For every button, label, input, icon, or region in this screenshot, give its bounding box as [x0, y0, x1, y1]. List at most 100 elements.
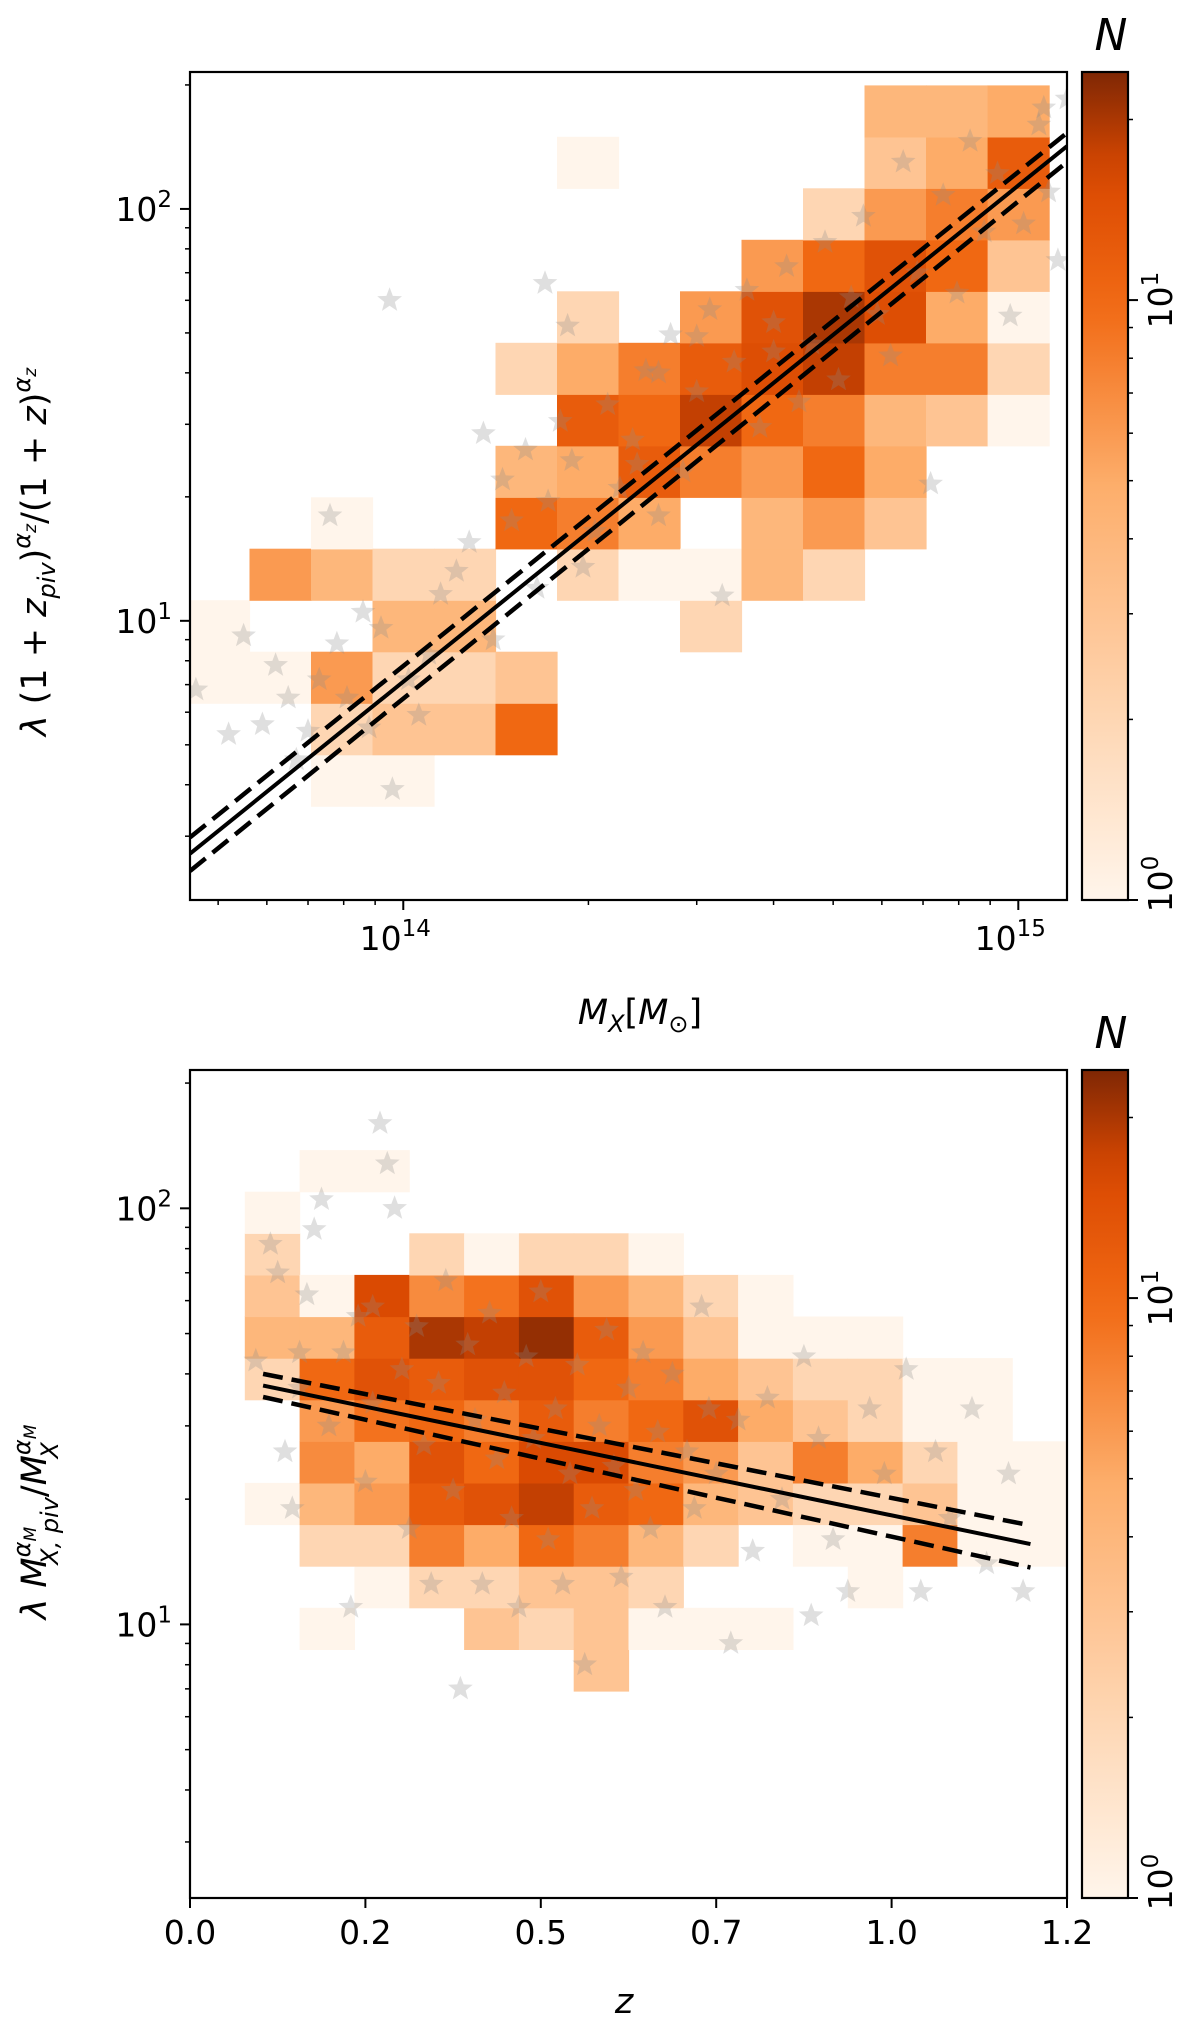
- star-marker: [959, 1395, 985, 1420]
- star-marker: [1054, 85, 1067, 110]
- heatmap-cell: [495, 445, 558, 498]
- star-marker: [316, 1412, 342, 1437]
- heatmap-cell: [738, 1358, 794, 1401]
- star-marker: [681, 1495, 707, 1519]
- heatmap-cell: [518, 1566, 575, 1609]
- heatmap-cell: [311, 754, 374, 807]
- star-marker: [684, 378, 710, 403]
- star-marker: [272, 1438, 298, 1463]
- star-marker: [295, 718, 321, 742]
- star-marker: [294, 1281, 320, 1306]
- star-marker: [616, 1375, 641, 1399]
- star-marker: [761, 338, 786, 363]
- star-marker: [944, 280, 970, 304]
- star-marker: [491, 1379, 517, 1404]
- star-marker: [857, 1395, 883, 1420]
- star-marker: [684, 323, 710, 348]
- star-marker: [689, 1293, 714, 1318]
- star-marker: [974, 1550, 999, 1575]
- heatmap-cell: [628, 1233, 684, 1276]
- star-marker: [380, 776, 405, 800]
- star-marker: [721, 349, 747, 373]
- heatmap-cell: [249, 548, 312, 601]
- star-marker: [455, 1331, 481, 1356]
- heatmap-cell: [864, 342, 927, 395]
- star-marker: [608, 1564, 634, 1588]
- heatmap-cell: [573, 1524, 630, 1567]
- heatmap-cell: [518, 1316, 575, 1359]
- heatmap-cell: [372, 600, 435, 653]
- heatmap-cell: [495, 342, 558, 395]
- x-axis-label: z: [614, 1982, 634, 2021]
- heatmap-cell: [573, 1482, 630, 1526]
- heatmap-cell: [573, 1649, 630, 1692]
- star-marker: [543, 1395, 568, 1420]
- star-marker: [404, 1313, 429, 1338]
- star-marker: [521, 1425, 546, 1449]
- heatmap-cell: [434, 548, 497, 601]
- star-marker: [440, 1477, 466, 1501]
- star-marker: [324, 630, 350, 655]
- star-marker: [471, 420, 496, 445]
- star-marker: [582, 518, 608, 542]
- heatmap-cell: [299, 1274, 355, 1318]
- heatmap-cell: [864, 85, 927, 138]
- y-axis-label: λ (1 + zpiv)αz/(1 + z)αz: [8, 367, 61, 738]
- heatmap-cell: [557, 497, 620, 550]
- star-marker: [930, 182, 956, 206]
- heatmap-cell: [618, 497, 681, 550]
- star-marker: [957, 128, 983, 152]
- heatmap-cell: [926, 342, 989, 395]
- star-marker: [638, 1515, 663, 1540]
- heatmap-cell: [464, 1566, 520, 1609]
- heatmap-cell: [683, 1274, 739, 1318]
- heatmap-cell: [464, 1524, 520, 1567]
- star-marker: [250, 711, 275, 736]
- heatmap-cell: [803, 188, 866, 241]
- heatmap-cell: [628, 1566, 684, 1609]
- heatmap-cell: [803, 239, 866, 292]
- star-marker: [367, 1110, 393, 1134]
- star-marker: [499, 507, 524, 532]
- heatmap-cell: [299, 1441, 355, 1484]
- colorbar-label: N: [1095, 10, 1128, 61]
- heatmap-cell: [311, 651, 374, 704]
- star-marker: [646, 502, 671, 527]
- heatmap-cell: [683, 1482, 739, 1526]
- heatmap-cell: [518, 1607, 575, 1650]
- star-marker: [718, 1630, 744, 1654]
- heatmap-cell: [792, 1399, 849, 1442]
- heatmap-cell: [803, 394, 866, 447]
- heatmap-cell: [987, 239, 1050, 292]
- heatmap-cell: [518, 1358, 575, 1401]
- heatmap-cell: [683, 1316, 739, 1359]
- heatmap-cell: [926, 136, 989, 189]
- star-marker: [559, 447, 585, 472]
- heatmap-cell: [803, 548, 866, 601]
- heatmap-cell: [299, 1524, 355, 1567]
- star-marker: [620, 426, 645, 451]
- heatmap-cell: [409, 1566, 465, 1609]
- star-marker: [1011, 210, 1036, 235]
- star-marker: [586, 1412, 612, 1437]
- heatmap-cell: [683, 1524, 739, 1567]
- heatmap-cell: [902, 1358, 958, 1401]
- star-marker: [396, 1515, 422, 1540]
- heatmap-cell: [803, 445, 866, 498]
- heatmap-cell: [464, 1358, 520, 1401]
- star-marker: [923, 1438, 948, 1463]
- fit-line-best-fit: [190, 144, 1067, 856]
- y-tick-label: 101: [115, 599, 172, 641]
- x-tick-label: 1015: [975, 916, 1046, 958]
- star-marker: [433, 1267, 459, 1292]
- star-marker: [1031, 94, 1057, 119]
- heatmap-cell: [618, 342, 681, 395]
- star-marker: [243, 1347, 269, 1372]
- heatmap-cell: [847, 1316, 904, 1359]
- heatmap-cell: [628, 1358, 684, 1401]
- star-marker: [528, 1278, 554, 1303]
- star-marker: [338, 1594, 364, 1618]
- star-marker: [535, 1526, 561, 1551]
- fit-line-lower: [190, 160, 1067, 873]
- x-tick-label: 0.2: [339, 1913, 391, 1952]
